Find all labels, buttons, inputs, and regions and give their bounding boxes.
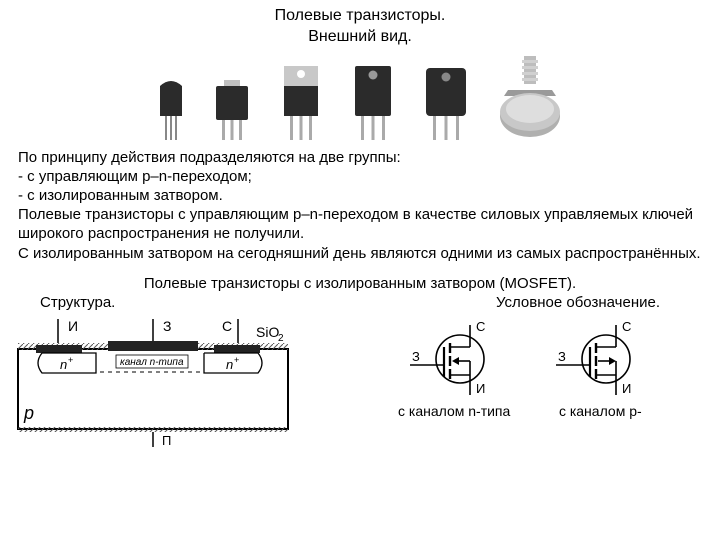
columns-row: Структура. Условное обозначение. — [0, 294, 720, 311]
package-dpak — [210, 78, 254, 142]
label-substrate: П — [162, 433, 171, 448]
sym-p-gate: З — [558, 349, 566, 364]
label-channel: канал n-типа — [120, 357, 184, 368]
label-plus-l: + — [68, 355, 73, 365]
title-line1: Полевые транзисторы. — [0, 6, 720, 27]
list-item-1: - с управляющим p–n-переходом; — [18, 167, 702, 186]
packages-row — [0, 52, 720, 142]
symbol-p: З С И — [550, 319, 650, 399]
symbol-p-block: З С И с каналом p- — [550, 319, 650, 419]
sym-n-drain: С — [476, 319, 485, 334]
section-heading: Полевые транзисторы с изолированным затв… — [0, 275, 720, 292]
label-p: p — [23, 403, 34, 423]
label-oxide: SiO — [256, 324, 279, 340]
sym-n-source: И — [476, 381, 485, 396]
para-3: С изолированным затвором на сегодняшний … — [18, 244, 702, 263]
diagrams-row: И З С SiO 2 n + n + канал n-типа p — [0, 319, 720, 449]
symbol-n-block: З С И с каналом n-типа — [398, 319, 510, 419]
structure-diagram: И З С SiO 2 n + n + канал n-типа p — [8, 319, 298, 449]
package-to247 — [348, 64, 398, 142]
label-gate: З — [163, 319, 171, 334]
package-to3p — [420, 64, 472, 142]
symbol-n: З С И — [404, 319, 504, 399]
col-symbol: Условное обозначение. — [496, 294, 660, 311]
package-stud — [494, 54, 566, 142]
title-line2: Внешний вид. — [0, 27, 720, 48]
label-plus-r: + — [234, 355, 239, 365]
caption-n: с каналом n-типа — [398, 403, 510, 419]
label-oxide-sub: 2 — [278, 333, 284, 344]
para-2: Полевые транзисторы с управляющим p–n-пе… — [18, 205, 702, 243]
title-block: Полевые транзисторы. Внешний вид. — [0, 0, 720, 48]
label-source: И — [68, 319, 78, 334]
sym-p-drain: С — [622, 319, 631, 334]
label-drain: С — [222, 319, 232, 334]
sym-p-source: И — [622, 381, 631, 396]
label-nplus-r: n — [226, 357, 233, 372]
list-item-2: - с изолированным затвором. — [18, 186, 702, 205]
label-nplus-l: n — [60, 357, 67, 372]
sym-n-gate: З — [412, 349, 420, 364]
caption-p: с каналом p- — [559, 403, 642, 419]
package-to220 — [276, 64, 326, 142]
para-1: По принципу действия подразделяются на д… — [18, 148, 702, 167]
body-text: По принципу действия подразделяются на д… — [0, 142, 720, 263]
package-to92 — [154, 80, 188, 142]
col-structure: Структура. — [40, 294, 115, 311]
